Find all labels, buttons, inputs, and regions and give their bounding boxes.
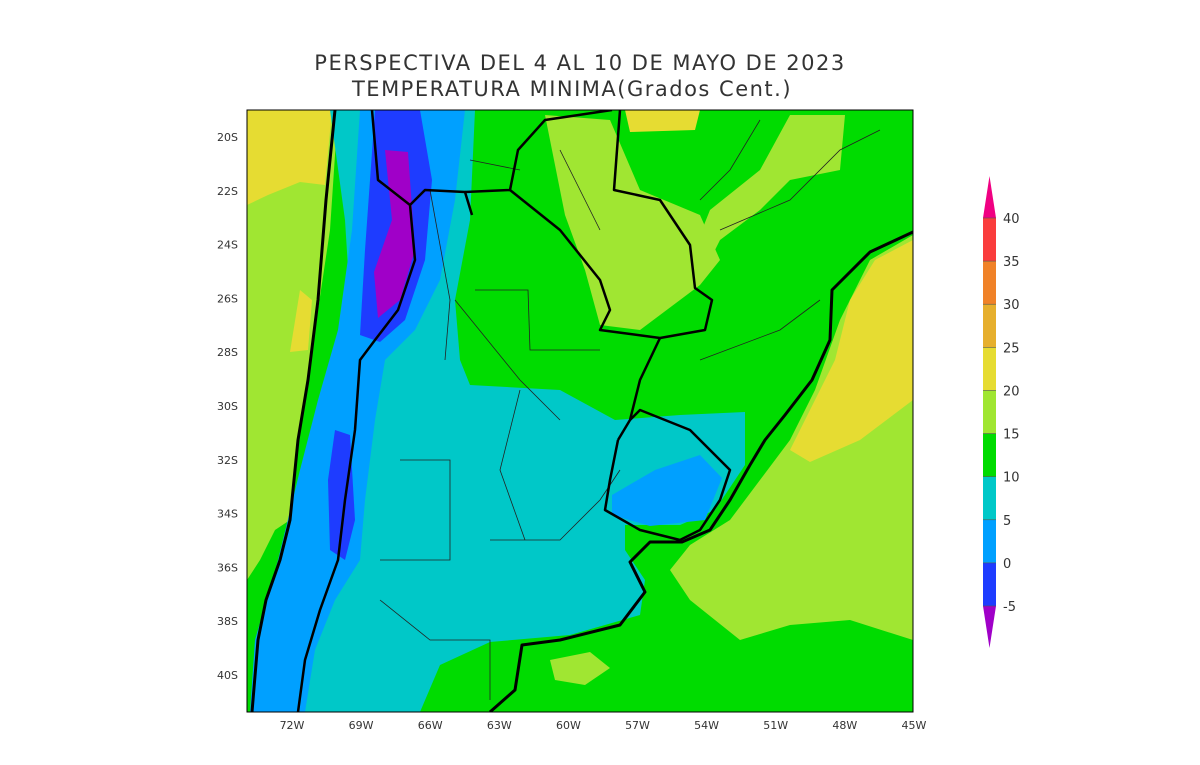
lat-label: 26S [217,292,238,305]
region [550,652,610,685]
colorbar-label: 10 [1003,471,1020,486]
lon-label: 63W [487,719,512,732]
region [612,455,722,526]
colorbar-over [983,176,996,218]
lon-label: 51W [763,719,788,732]
lat-label: 36S [217,561,238,574]
colorbar: -5 0 5 10 15 20 25 30 35 40 [983,176,1020,648]
colorbar-segment [983,261,996,305]
lat-label: 28S [217,346,238,359]
lon-label: 72W [280,719,305,732]
lat-label: 34S [217,508,238,521]
map-area [247,110,913,712]
colorbar-segment [983,218,996,262]
region [545,115,720,330]
lon-label: 60W [556,719,581,732]
colorbar-segment [983,519,996,563]
colorbar-segment [983,304,996,348]
colorbar-segment [983,476,996,520]
lat-label: 40S [217,669,238,682]
colorbar-label: 35 [1003,255,1020,270]
region [790,240,913,462]
lat-label: 22S [217,185,238,198]
colorbar-segment [983,390,996,434]
lon-label: 54W [694,719,719,732]
colorbar-segment [983,347,996,391]
colorbar-label: 0 [1003,557,1011,572]
colorbar-label: 40 [1003,212,1020,227]
lat-label: 32S [217,454,238,467]
colorbar-segment [983,562,996,606]
region [625,110,700,132]
lon-label: 57W [625,719,650,732]
colorbar-label: 30 [1003,298,1020,313]
region [247,110,332,205]
colorbar-label: 15 [1003,428,1020,443]
lon-label: 48W [832,719,857,732]
colorbar-under [983,606,996,648]
lat-label: 30S [217,400,238,413]
map-frame [246,109,914,713]
title: PERSPECTIVA DEL 4 AL 10 DE MAYO DE 2023 [314,51,845,75]
lat-label: 24S [217,239,238,252]
colorbar-label: -5 [1003,600,1016,615]
region [374,150,415,318]
colorbar-label: 5 [1003,514,1011,529]
lat-label: 20S [217,131,238,144]
colorbar-label: 25 [1003,341,1020,356]
colorbar-label: 20 [1003,384,1020,399]
lon-label: 69W [349,719,374,732]
subtitle: TEMPERATURA MINIMA(Grados Cent.) [351,77,792,101]
colorbar-segment [983,433,996,477]
lon-label: 45W [901,719,926,732]
region [328,430,355,560]
region [290,290,312,352]
region [690,115,845,280]
lon-label: 66W [418,719,443,732]
lat-label: 38S [217,615,238,628]
